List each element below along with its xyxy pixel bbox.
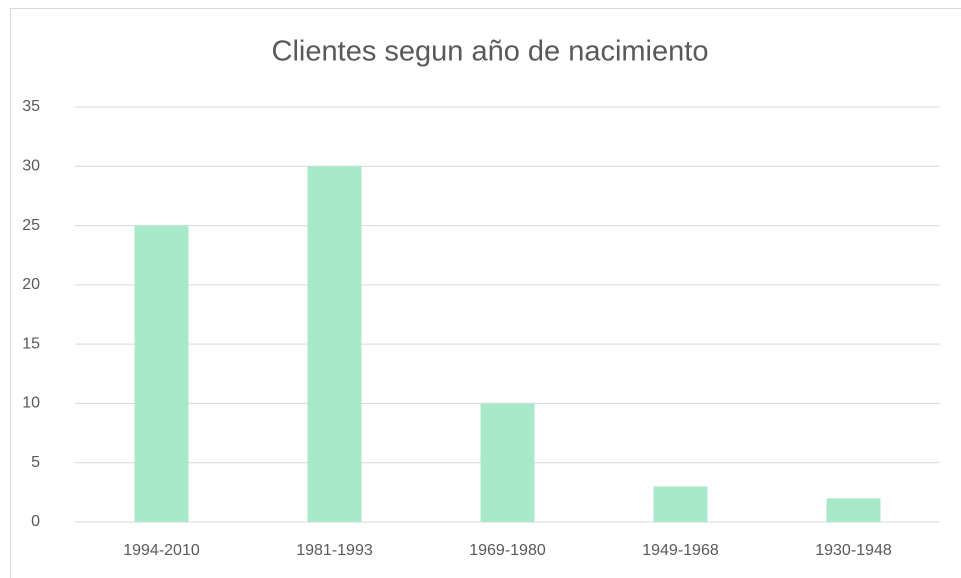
- y-tick-label: 15: [22, 335, 40, 352]
- x-tick-label: 1949-1968: [642, 542, 719, 559]
- x-tick-label: 1930-1948: [815, 542, 892, 559]
- y-tick-label: 25: [22, 217, 40, 234]
- y-tick-label: 5: [31, 454, 40, 471]
- y-tick-label: 20: [22, 276, 40, 293]
- bar: [653, 486, 708, 522]
- bar: [826, 498, 881, 522]
- y-tick-label: 35: [22, 98, 40, 115]
- y-tick-label: 30: [22, 158, 40, 175]
- y-tick-label: 10: [22, 395, 40, 412]
- y-tick-label: 0: [31, 513, 40, 530]
- x-tick-label: 1969-1980: [469, 542, 546, 559]
- bar: [134, 225, 189, 523]
- x-tick-label: 1994-2010: [123, 542, 200, 559]
- chart-title: Clientes segun año de nacimiento: [272, 36, 709, 68]
- x-tick-label: 1981-1993: [296, 542, 373, 559]
- bar: [480, 403, 535, 522]
- bar: [307, 166, 362, 523]
